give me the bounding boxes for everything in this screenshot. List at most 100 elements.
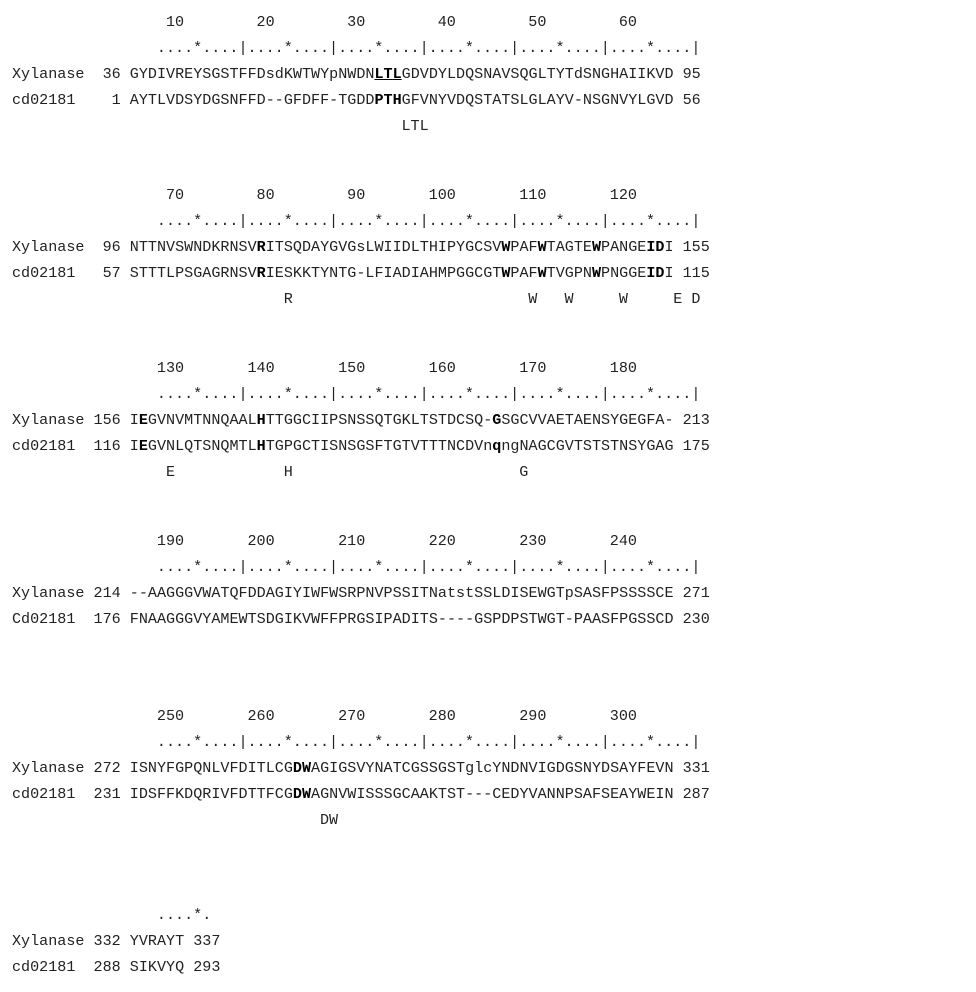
residue: T (229, 65, 239, 83)
residue: G (283, 411, 293, 429)
residue: N (619, 437, 629, 455)
residue: S (329, 437, 339, 455)
residue: I (637, 65, 647, 83)
residue: N (166, 437, 176, 455)
residue: - (265, 91, 275, 109)
residue: S (628, 437, 638, 455)
residue: G (664, 437, 674, 455)
residue: W (537, 610, 547, 628)
residue: N (211, 437, 221, 455)
residue: N (156, 238, 167, 256)
ruler-ticks: ....*....|....*....|....*....|....*....|… (12, 733, 701, 751)
residue: D (655, 264, 665, 282)
residue: I (138, 958, 148, 976)
residue: Q (465, 91, 475, 109)
residue: V (338, 785, 348, 803)
residue: T (610, 437, 620, 455)
residue: G (147, 437, 157, 455)
residue: D (555, 759, 565, 777)
residue: - (129, 584, 139, 602)
residue: G (528, 91, 538, 109)
residue: I (655, 785, 665, 803)
residue: Q (292, 238, 302, 256)
residue: A (537, 785, 547, 803)
residue: G (347, 264, 357, 282)
residue: N (610, 91, 620, 109)
residue: W (374, 238, 384, 256)
residue: G (646, 91, 656, 109)
sequence-row: Xylanase 96 NTTNVSWNDKRNSVRITSQDAYGVGsLW… (12, 237, 710, 257)
residue: T (546, 65, 556, 83)
sequence-label: Xylanase (12, 411, 85, 429)
residue: W (347, 785, 357, 803)
residue: H (428, 264, 438, 282)
residue: V (138, 932, 148, 950)
residue: S (129, 958, 139, 976)
residue: D (501, 610, 511, 628)
residue: Y (437, 91, 447, 109)
residue: S (446, 759, 457, 777)
residue: P (374, 91, 384, 109)
residue: V (419, 65, 429, 83)
residue: P (283, 437, 293, 455)
residue: A (202, 264, 212, 282)
residue: N (591, 65, 602, 83)
residue: N (211, 411, 221, 429)
residue: g (510, 437, 520, 455)
residue: K (175, 785, 185, 803)
residue: G (193, 264, 203, 282)
residue: T (401, 437, 411, 455)
residue: G (546, 584, 556, 602)
residue: D (365, 91, 375, 109)
residue: I (129, 759, 139, 777)
residue: G (211, 91, 221, 109)
end-position: 95 (682, 65, 701, 83)
residue: P (446, 238, 457, 256)
residue: V (374, 584, 384, 602)
residue: N (374, 759, 384, 777)
residue: V (166, 91, 176, 109)
residue: S (646, 610, 656, 628)
residue: Y (591, 759, 602, 777)
residue: T (193, 437, 203, 455)
residue: E (138, 437, 148, 455)
residue-sequence: AYTLVDSYDGSNFFD--GFDFF-TGDDPTHGFVNYVDQST… (130, 91, 674, 109)
residue: T (546, 238, 556, 256)
residue: F (265, 785, 275, 803)
residue: R (220, 238, 230, 256)
residue: - (437, 610, 447, 628)
residue: E (555, 411, 565, 429)
residue: N (582, 759, 592, 777)
residue: T (564, 65, 574, 83)
residue: S (474, 91, 484, 109)
residue: T (256, 785, 266, 803)
residue: S (129, 264, 139, 282)
residue: C (301, 411, 312, 429)
residue: A (156, 932, 167, 950)
residue: I (537, 759, 547, 777)
residue: P (601, 238, 611, 256)
residue: S (220, 91, 230, 109)
residue: T (383, 65, 393, 83)
residue: A (492, 65, 502, 83)
ruler-ticks: ....*....|....*....|....*....|....*....|… (12, 212, 701, 230)
residue: W (184, 238, 194, 256)
residue: V (220, 759, 230, 777)
residue: S (374, 785, 384, 803)
residue: G (274, 584, 284, 602)
residue: S (347, 759, 357, 777)
residue: D (292, 759, 302, 777)
residue: D (256, 65, 266, 83)
residue: F (591, 785, 602, 803)
residue: Y (555, 91, 565, 109)
residue: D (356, 65, 366, 83)
residue: - (465, 610, 475, 628)
sequence-row: cd02181 231 IDSFFKDQRIVFDTTFCGDWAGNVWISS… (12, 784, 710, 804)
conserved-residues: LTL (12, 117, 429, 135)
residue: A (655, 437, 665, 455)
residue: A (147, 584, 157, 602)
residue: L (166, 264, 176, 282)
residue: Y (320, 65, 330, 83)
ruler-ticks: ....*. (12, 906, 212, 924)
conserved-residues: R W W W E D (12, 290, 701, 308)
